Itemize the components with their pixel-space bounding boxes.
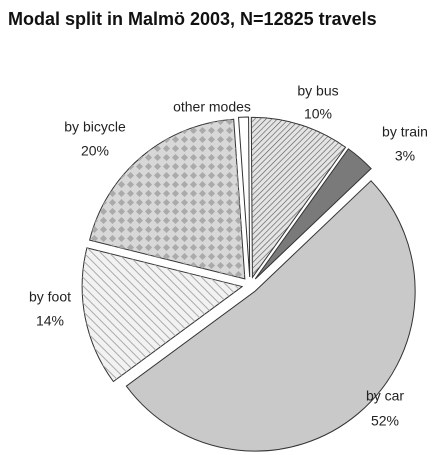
slice-label: by bus bbox=[297, 83, 338, 99]
slice-label: other modes bbox=[173, 99, 251, 115]
slice-value-label: 3% bbox=[395, 148, 415, 164]
pie-slice bbox=[237, 116, 251, 278]
chart-title: Modal split in Malmö 2003, N=12825 trave… bbox=[8, 9, 377, 29]
slice-pattern bbox=[82, 247, 243, 382]
pie-slice bbox=[254, 148, 372, 280]
slice-label: by car bbox=[366, 388, 404, 404]
slice-value-label: 52% bbox=[371, 413, 399, 429]
slice-label: by train bbox=[382, 124, 428, 140]
slice-label: by bicycle bbox=[64, 119, 126, 135]
slice-pattern bbox=[89, 119, 245, 279]
slice-value-label: 10% bbox=[304, 106, 332, 122]
slice-pattern bbox=[251, 117, 346, 278]
pie-slice bbox=[125, 180, 416, 452]
slice-label: by foot bbox=[29, 289, 71, 305]
slice-value-label: 20% bbox=[81, 143, 109, 159]
slice-value-label: 14% bbox=[36, 313, 64, 329]
